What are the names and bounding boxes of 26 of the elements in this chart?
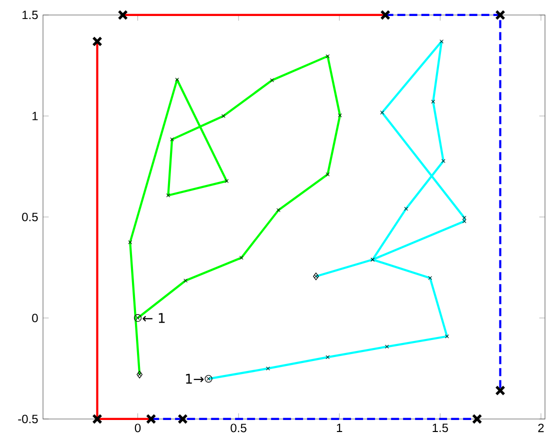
point [178,414,188,424]
annotation: ← 1 [142,313,165,323]
point [134,314,142,322]
point [313,272,319,280]
line-series [206,39,466,381]
y-tick-label: 1 [32,112,38,120]
x-tick-label: 0.5 [230,424,246,432]
x-tick-label: 2 [538,424,544,432]
annotation: 1→ [186,374,204,384]
point [495,385,506,396]
y-tick-label: 0 [32,314,38,322]
point [204,374,212,383]
x-tick-label: 1.5 [432,424,448,432]
y-tick-label: -0.5 [18,414,38,424]
point [92,36,102,47]
point [380,10,390,20]
point [92,414,102,424]
point [118,10,128,20]
point [472,414,482,424]
point [146,414,156,424]
x-tick-label: 1 [336,424,342,432]
y-tick-label: 1.5 [22,10,38,20]
point [136,370,143,378]
point [495,10,506,20]
x-tick-label: 0 [134,424,141,432]
y-tick-label: 0.5 [22,212,38,222]
